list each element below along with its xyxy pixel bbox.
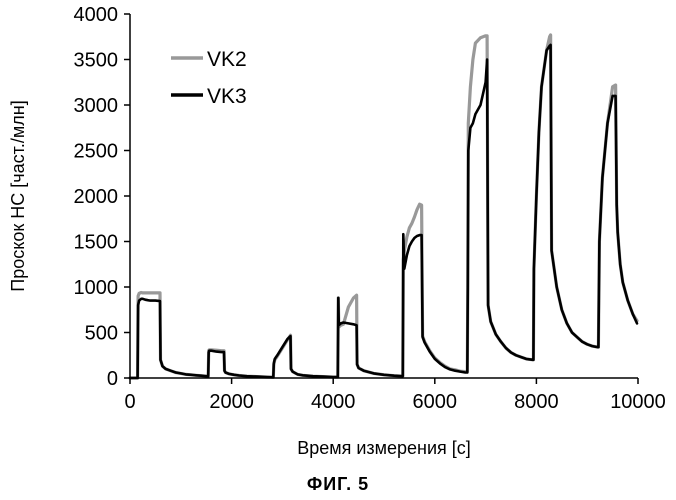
y-tick-label-4000: 4000 <box>74 4 119 26</box>
y-tick-label-3500: 3500 <box>74 50 119 72</box>
y-axis-label: Проскок НС [част./млн] <box>8 100 28 291</box>
legend: VK2 VK3 <box>164 32 266 112</box>
x-tick-label-4000: 4000 <box>311 391 356 413</box>
y-tick-label-2000: 2000 <box>74 186 119 208</box>
legend-label-vk3: VK3 <box>207 85 247 108</box>
y-tick-label-1500: 1500 <box>74 232 119 254</box>
x-tick-label-10000: 10000 <box>610 391 666 413</box>
x-tick-label-2000: 2000 <box>209 391 254 413</box>
figure-caption: ФИГ. 5 <box>0 474 676 495</box>
x-tick-labels: 0 2000 4000 6000 8000 10000 <box>124 391 665 413</box>
y-tick-label-0: 0 <box>107 368 118 390</box>
hc-breakthrough-chart: 0 500 1000 1500 2000 2500 3000 3500 4000 0 2000 40… <box>0 0 676 474</box>
x-tick-label-8000: 8000 <box>514 391 559 413</box>
y-tick-label-1000: 1000 <box>74 277 119 299</box>
x-tick-label-0: 0 <box>124 391 135 413</box>
y-tick-label-500: 500 <box>85 323 118 345</box>
x-axis-label: Время измерения [с] <box>297 438 471 458</box>
y-tick-label-2500: 2500 <box>74 141 119 163</box>
x-tick-label-6000: 6000 <box>413 391 458 413</box>
legend-label-vk2: VK2 <box>207 48 247 71</box>
y-tick-label-3000: 3000 <box>74 95 119 117</box>
y-tick-labels: 0 500 1000 1500 2000 2500 3000 3500 4000 <box>74 4 119 390</box>
